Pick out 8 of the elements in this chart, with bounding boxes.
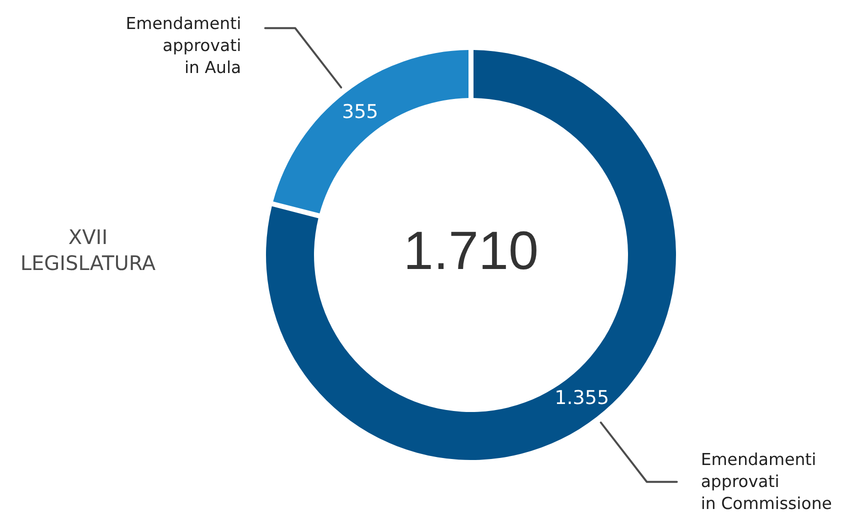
slice-label: Emendamenti approvati in Aula — [126, 14, 242, 78]
text: 1.710 — [403, 221, 539, 281]
data-label: 1.355 — [554, 387, 610, 410]
slice-label: Emendamenti approvati in Commissione — [700, 450, 832, 513]
donut-slice — [266, 50, 676, 460]
text: XVII LEGISLATURA — [20, 225, 156, 275]
data-label: 355 — [342, 100, 378, 123]
donut-slice — [273, 50, 468, 214]
